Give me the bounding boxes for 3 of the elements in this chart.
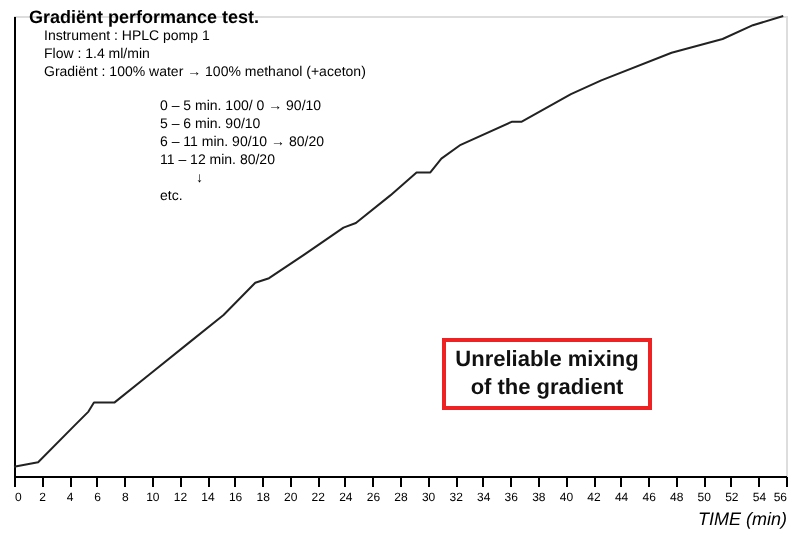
- chart-title: Gradiënt performance test.: [29, 7, 260, 27]
- x-axis-title: TIME (min): [698, 509, 787, 529]
- annotation: Unreliable mixing of the gradient: [455, 348, 639, 400]
